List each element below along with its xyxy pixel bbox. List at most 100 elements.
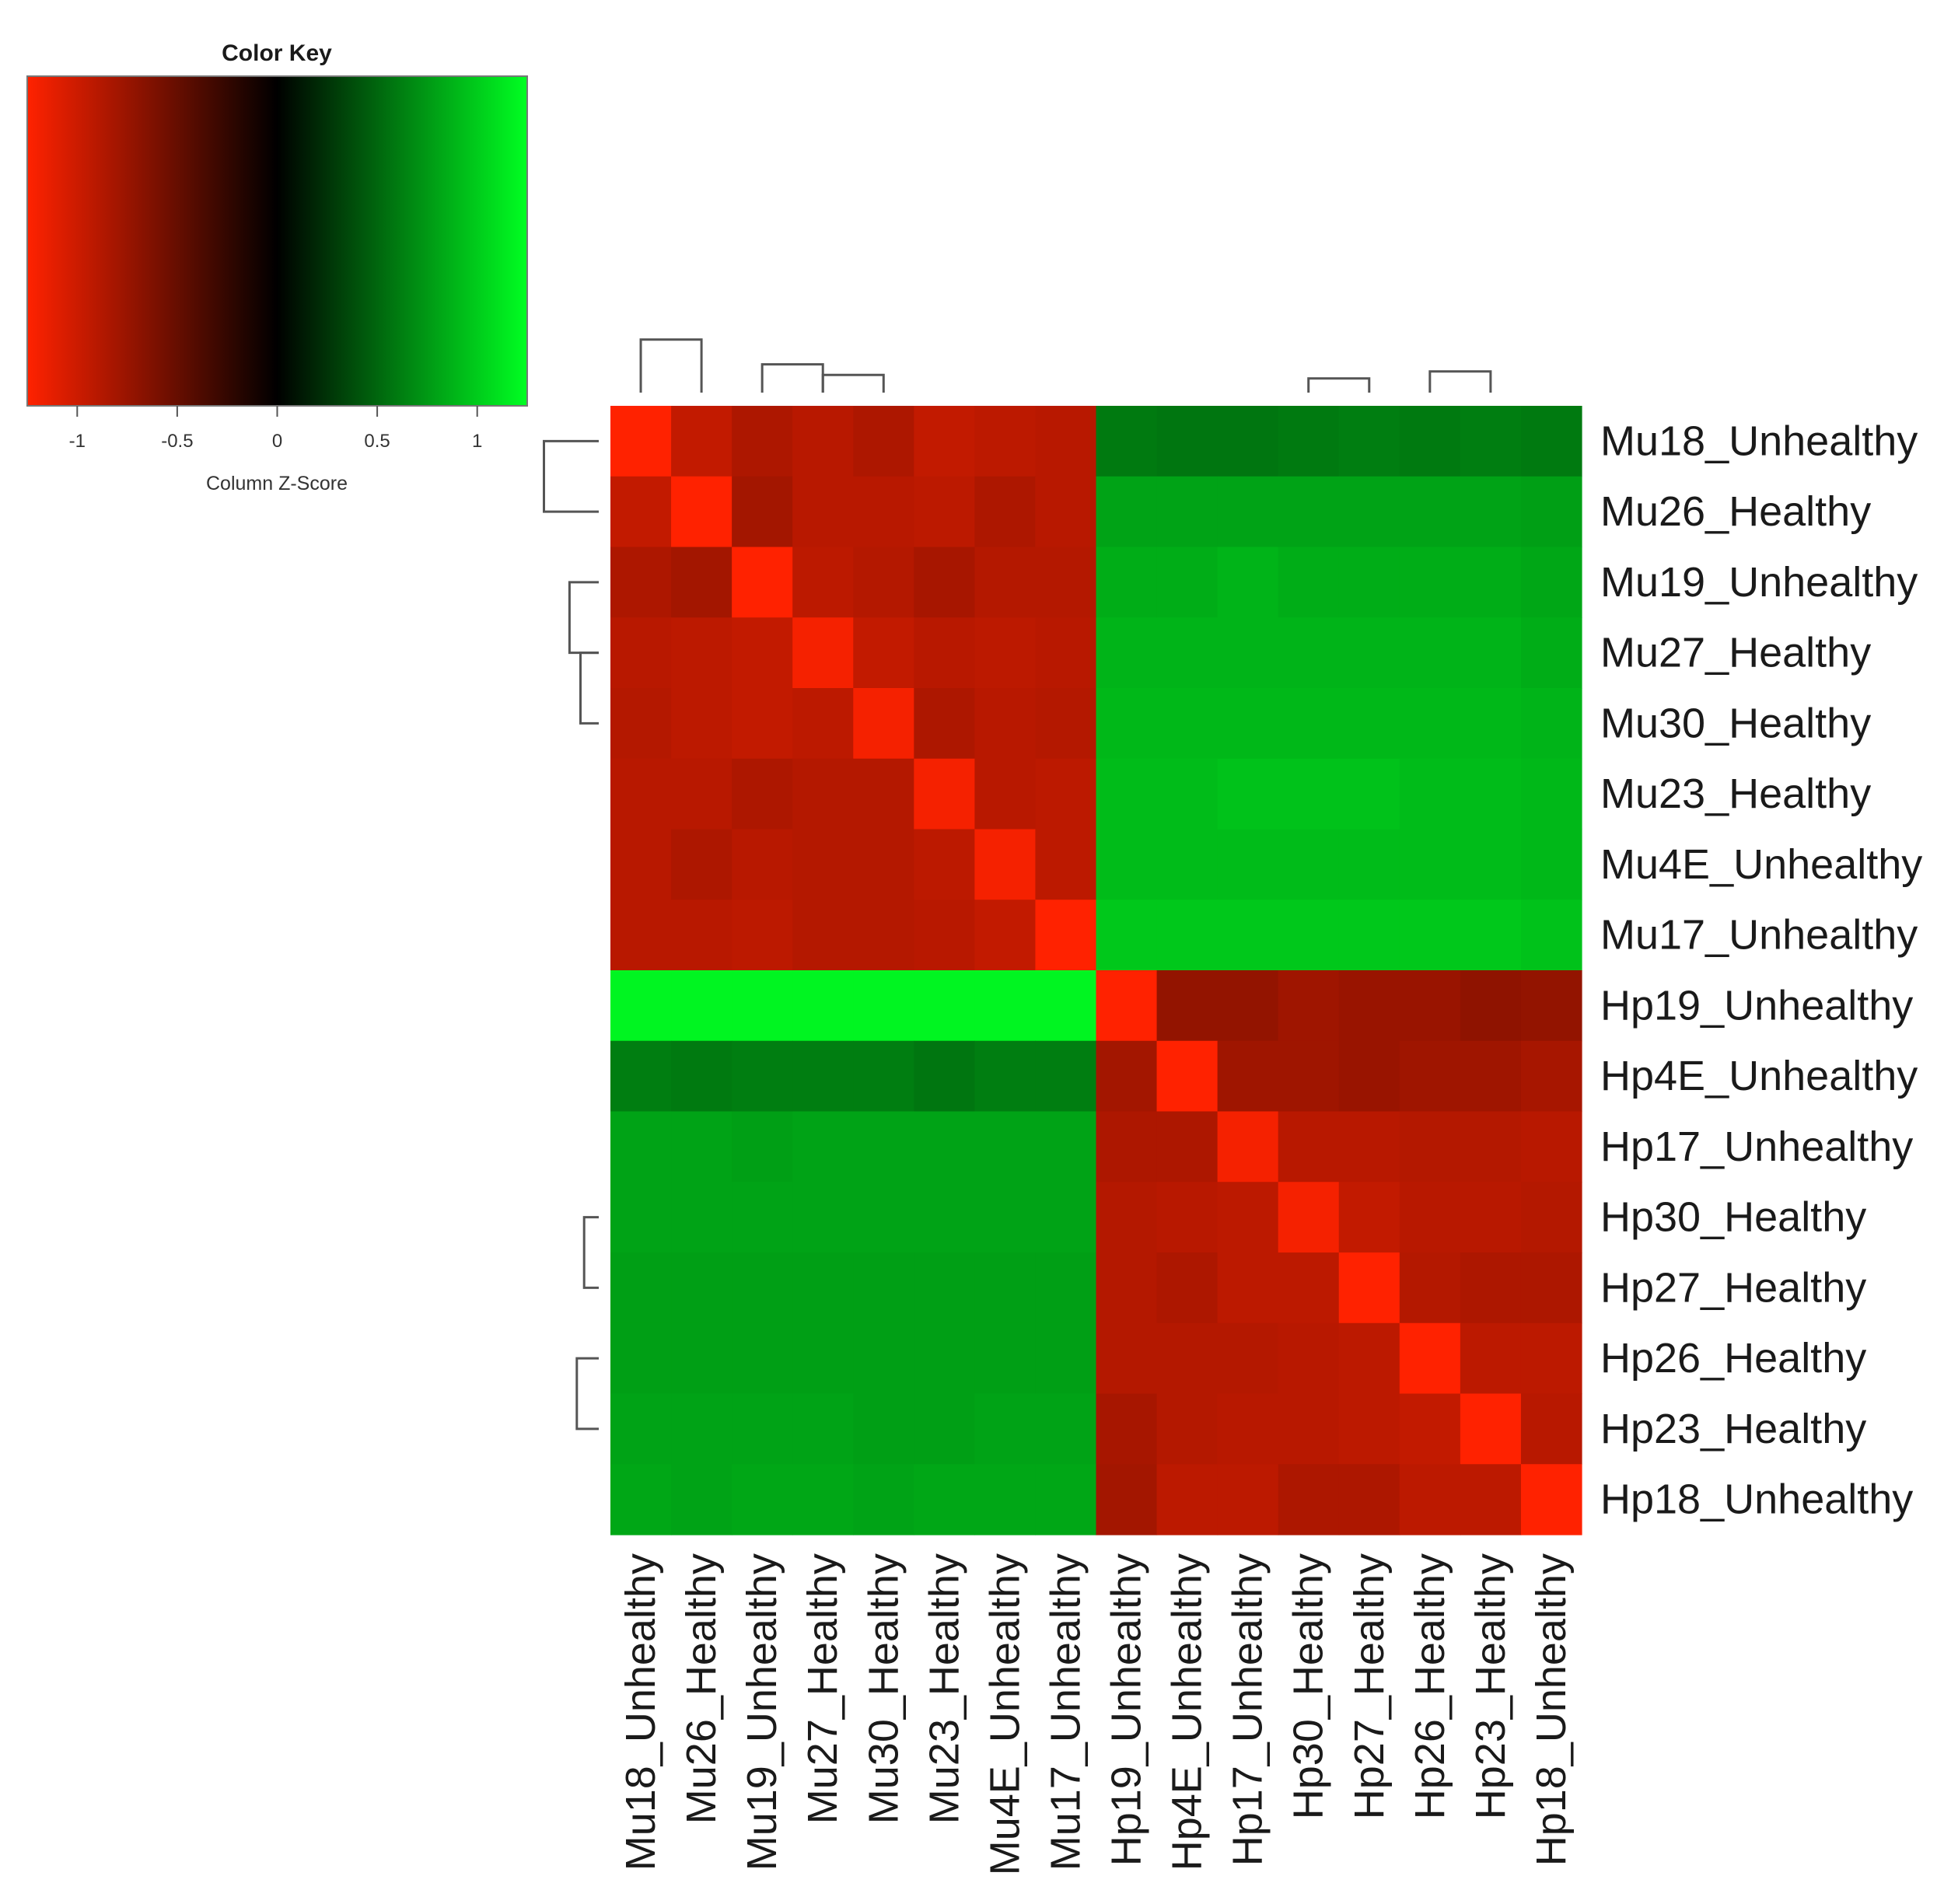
heatmap-cell [1156,1464,1219,1535]
heatmap-cell [1399,547,1461,618]
heatmap-cell [1460,829,1522,900]
heatmap-cell [1460,758,1522,830]
heatmap-cell [671,688,733,760]
heatmap-cell [1035,1393,1097,1465]
heatmap-cell [792,406,854,477]
heatmap-cell [974,970,1037,1042]
color-key-bar [26,75,528,407]
heatmap-cell [853,688,914,760]
heatmap-cell [792,476,854,548]
column-dendrogram-branch [821,373,885,393]
heatmap-cell [1278,617,1340,689]
heatmap-cell [732,758,793,830]
heatmap-cell [1035,900,1097,971]
heatmap-cell [1520,1464,1582,1535]
heatmap-cell [1278,970,1340,1042]
heatmap-cell [1399,1252,1461,1324]
heatmap-cell [610,1393,672,1465]
heatmap-cell [792,758,854,830]
heatmap-cell [1278,547,1340,618]
heatmap-cell [792,829,854,900]
row-label: Mu27_Healthy [1600,630,1871,676]
heatmap-cell [1156,1393,1219,1465]
heatmap-cell [1035,970,1097,1042]
color-key-tick-label: -1 [69,431,86,452]
heatmap-cell [1338,406,1400,477]
heatmap-cell [914,1252,975,1324]
heatmap-cell [1156,688,1219,760]
heatmap-cell [974,829,1037,900]
heatmap-cell [671,829,733,900]
heatmap-cell [1278,829,1340,900]
heatmap-cell [1338,900,1400,971]
heatmap-cell [1156,1322,1219,1395]
heatmap-cell [1399,829,1461,900]
heatmap-cell [1338,1252,1400,1324]
column-dendrogram-branch [1307,377,1371,393]
heatmap-cell [1278,1322,1340,1395]
heatmap-cell [974,900,1037,971]
heatmap-cell [792,617,854,689]
heatmap-cell [1217,1040,1279,1113]
heatmap-cell [671,1252,733,1324]
heatmap-cell [1156,547,1219,618]
heatmap-cell [1035,1111,1097,1183]
heatmap-cell [732,1464,793,1535]
heatmap-cell [1096,900,1158,971]
heatmap-cell [1096,617,1158,689]
heatmap-cell [914,900,975,971]
heatmap-cell [974,547,1037,618]
heatmap-cell [1035,1182,1097,1253]
row-dendrogram-branch [543,439,599,513]
heatmap-cell [732,1040,793,1113]
row-dendrogram-branch [579,652,599,725]
column-label: Hp18_Unhealthy [1528,1553,1575,1866]
column-label: Mu19_Unhealthy [739,1553,785,1871]
column-label: Mu18_Unhealthy [617,1553,664,1871]
heatmap-cell [1338,688,1400,760]
heatmap-cell [671,406,733,477]
heatmap-cell [1035,1322,1097,1395]
heatmap-cell [1399,1182,1461,1253]
heatmap-cell [610,1111,672,1183]
heatmap-cell [974,1252,1037,1324]
heatmap-cell [914,829,975,900]
column-label: Hp19_Unhealthy [1103,1553,1150,1866]
heatmap-cell [974,1322,1037,1395]
heatmap-cell [914,1393,975,1465]
heatmap-cell [732,1252,793,1324]
row-label: Hp4E_Unhealthy [1600,1053,1918,1099]
heatmap-cell [1217,829,1279,900]
heatmap-cell [1460,688,1522,760]
heatmap-cell [1399,688,1461,760]
heatmap-cell [1338,758,1400,830]
heatmap-cell [1278,1393,1340,1465]
heatmap-cell [732,1182,793,1253]
heatmap-cell [1035,758,1097,830]
row-label: Hp27_Healthy [1600,1264,1866,1311]
row-label: Hp19_Unhealthy [1600,982,1913,1029]
heatmap-cell [1096,1252,1158,1324]
heatmap-cell [1460,1182,1522,1253]
heatmap-cell [974,406,1037,477]
column-label: Hp26_Healthy [1407,1553,1453,1819]
heatmap-cell [732,547,793,618]
heatmap-cell [853,758,914,830]
heatmap-cell [1460,547,1522,618]
row-label: Mu30_Healthy [1600,700,1871,746]
heatmap-cell [1156,476,1219,548]
column-label: Mu23_Healthy [921,1553,967,1824]
heatmap-cell [1217,1252,1279,1324]
heatmap-cell [1399,1040,1461,1113]
heatmap-cell [853,1182,914,1253]
color-key-tick-label: 0 [272,431,282,452]
heatmap-cell [1520,1182,1582,1253]
heatmap-cell [853,900,914,971]
heatmap-cell [1156,970,1219,1042]
heatmap-cell [1520,1040,1582,1113]
heatmap-cell [1338,476,1400,548]
heatmap-cell [610,1464,672,1535]
heatmap-cell [1399,900,1461,971]
column-label: Mu26_Healthy [678,1553,725,1824]
